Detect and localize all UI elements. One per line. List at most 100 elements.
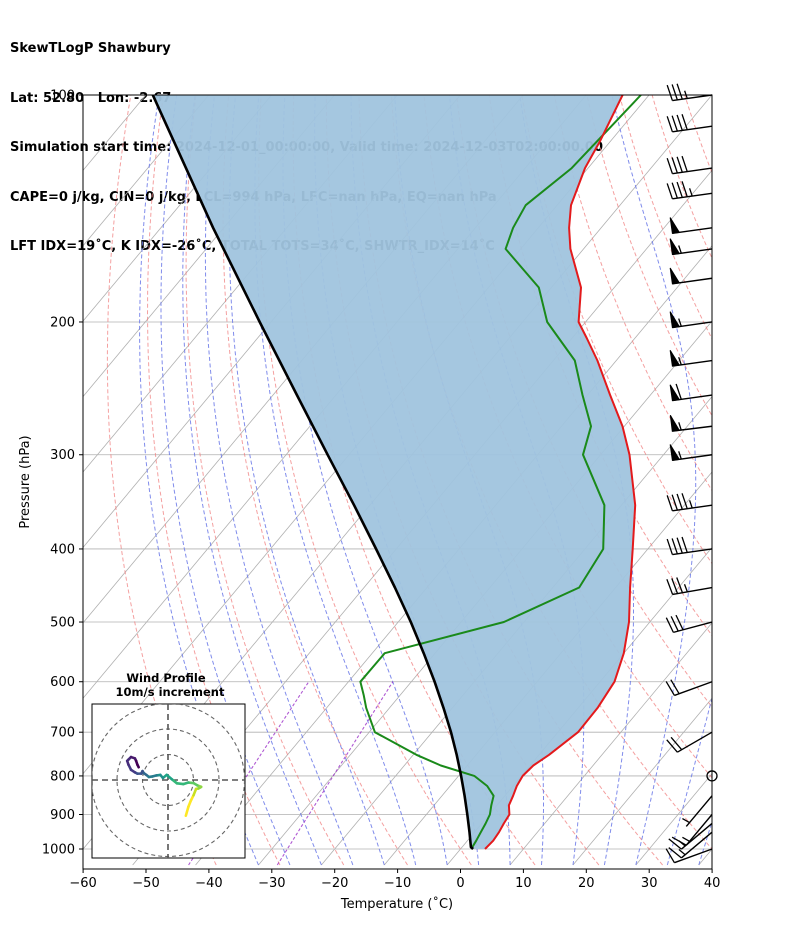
dry-adiabat: [423, 95, 712, 779]
y-tick-label: 300: [50, 448, 75, 463]
wind-barb-full: [681, 536, 688, 553]
moist-adiabat: [228, 95, 385, 866]
x-tick-label: 10: [515, 876, 532, 891]
wind-barb-full: [668, 847, 682, 859]
wind-barb-full: [671, 84, 678, 101]
moist-adiabat: [182, 95, 322, 866]
wind-barb: [666, 731, 713, 753]
wind-barb-full: [676, 537, 683, 554]
y-tick-label: 200: [50, 315, 75, 330]
isotherm-line: [321, 395, 712, 866]
y-tick-label: 800: [50, 769, 75, 784]
wind-barb-flag: [669, 267, 681, 285]
wind-barb-flag: [669, 444, 681, 461]
temperature-line: [484, 95, 637, 850]
wind-barb-flag: [669, 414, 681, 432]
wind-barb-full: [670, 679, 680, 695]
wind-barb-full: [675, 383, 682, 400]
isotherm-line: [83, 95, 272, 322]
y-tick-label: 900: [50, 808, 75, 823]
wind-barb-half: [682, 836, 690, 842]
isotherm-line: [762, 95, 794, 865]
wind-barb: [665, 679, 713, 697]
moist-adiabat: [160, 95, 291, 866]
hodograph-segment: [184, 805, 190, 818]
wind-barb-full: [681, 493, 688, 509]
dewpoint-line: [359, 95, 642, 850]
dry-adiabat: [782, 95, 794, 865]
moist-adiabat: [611, 95, 697, 866]
dry-adiabat: [553, 95, 712, 492]
wind-barb-full: [676, 156, 683, 173]
wind-barb-half: [688, 188, 693, 197]
wind-barb-full: [668, 838, 682, 850]
wind-barb-staff: [672, 125, 713, 133]
dry-adiabat: [684, 95, 712, 174]
wind-barb-flag: [669, 311, 681, 329]
moist-adiabat: [254, 95, 417, 866]
mixing-ratio-line: [276, 681, 394, 866]
wind-barb: [669, 238, 713, 256]
hodograph-plot: [92, 704, 245, 858]
x-tick-label: 0: [456, 876, 464, 891]
dry-adiabat: [185, 95, 345, 866]
wind-barb-staff: [672, 586, 713, 596]
wind-barb-full: [665, 848, 675, 864]
isotherm-line: [572, 697, 712, 866]
dry-adiabat: [619, 95, 712, 340]
inset-title: Wind Profile: [126, 671, 206, 685]
wind-barb-full: [665, 617, 674, 633]
wind-barb-half: [688, 500, 693, 509]
wind-barb: [669, 217, 713, 235]
y-tick-label: 500: [50, 616, 75, 631]
wind-barb-full: [676, 181, 683, 198]
wind-barb-full: [676, 493, 683, 510]
wind-barb: [665, 848, 713, 864]
wind-barb-staff: [685, 814, 713, 846]
x-tick-label: 20: [578, 876, 595, 891]
wind-barb-full: [671, 115, 678, 132]
wind-barb-staff: [674, 681, 713, 697]
calm-wind-circle: [706, 770, 718, 782]
wind-barb: [666, 536, 713, 556]
wind-barb: [666, 114, 713, 133]
x-tick-label: −40: [195, 876, 222, 891]
wind-barb: [669, 350, 713, 367]
wind-barb: [666, 493, 713, 512]
wind-barb-half: [678, 422, 682, 431]
wind-barb-full: [676, 577, 684, 593]
wind-barb-staff: [685, 795, 713, 827]
wind-barb-half: [678, 849, 686, 856]
x-tick-label: 30: [641, 876, 658, 891]
wind-barb: [669, 311, 713, 329]
x-tick-label: −50: [132, 876, 159, 891]
wind-barb-full: [681, 181, 688, 197]
isotherm-line: [83, 95, 210, 247]
wind-barb: [666, 155, 713, 175]
y-axis-label: Pressure (hPa): [18, 435, 33, 528]
wind-barb-staff: [677, 731, 713, 753]
wind-barb-half: [684, 90, 688, 99]
inset-subtitle: 10m/s increment: [116, 685, 225, 699]
x-tick-label: −30: [258, 876, 285, 891]
wind-barb-half: [682, 818, 690, 824]
y-tick-label: 100: [50, 89, 75, 104]
wind-barb-half: [683, 584, 688, 593]
moist-adiabat: [204, 95, 354, 866]
wind-barb: [682, 795, 713, 827]
dry-adiabat: [750, 95, 794, 865]
isotherm-line: [509, 622, 712, 866]
wind-barb-full: [681, 155, 688, 172]
hodograph-segment: [136, 763, 140, 769]
wind-barb-full: [670, 616, 679, 632]
wind-barb-full: [671, 578, 679, 594]
wind-barb-full: [666, 84, 674, 101]
wind-barb: [665, 614, 713, 634]
moist-adiabat: [698, 820, 712, 866]
wind-barb: [666, 577, 713, 596]
wind-barb-staff: [672, 167, 713, 175]
dry-adiabat: [258, 95, 472, 866]
wind-barb-full: [670, 736, 683, 751]
wind-barb: [669, 383, 713, 402]
mixing-ratio-line: [188, 681, 310, 866]
